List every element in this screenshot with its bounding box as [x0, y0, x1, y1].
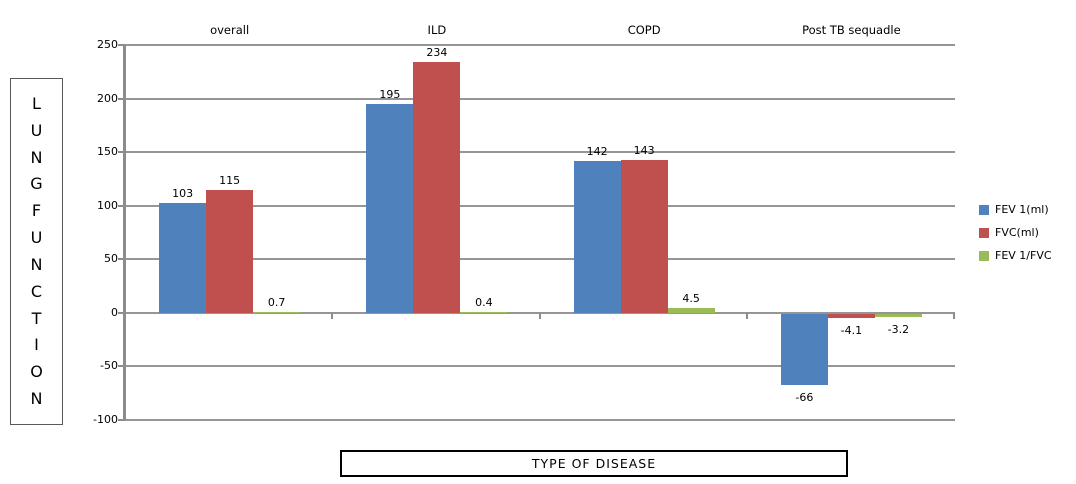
bar: [206, 189, 254, 313]
bar: [159, 202, 207, 313]
bar-value-label: 143: [633, 143, 655, 157]
y-axis-title-letter: N: [30, 389, 43, 409]
legend-swatch-icon: [979, 250, 989, 261]
y-axis-title-letter: T: [31, 308, 42, 328]
category-label: COPD: [627, 23, 661, 37]
category-label: ILD: [427, 23, 447, 37]
gridline: [126, 151, 955, 154]
gridline: [126, 258, 955, 261]
y-tick-mark: [118, 44, 126, 46]
bar: [780, 313, 828, 385]
y-axis-title-letter: C: [30, 281, 43, 301]
y-tick-label: 250: [97, 38, 118, 51]
category-tick-mark: [953, 312, 955, 319]
category-label: Post TB sequadle: [802, 23, 901, 37]
gridline: [126, 311, 955, 314]
y-tick-label: 50: [104, 252, 118, 266]
bar: [460, 312, 508, 314]
legend-item: FVC(ml): [979, 226, 1052, 239]
y-tick-mark: [118, 97, 126, 100]
gridline: [126, 365, 955, 368]
bar: [827, 313, 875, 319]
bar: [366, 103, 414, 313]
bar: [620, 159, 668, 313]
bar-value-label: -4.1: [840, 324, 863, 338]
category-label: overall: [210, 23, 250, 37]
legend-label: FEV 1(ml): [995, 203, 1049, 216]
y-axis-title-letter: N: [30, 254, 43, 274]
y-tick-label: -100: [93, 413, 118, 426]
y-axis-title-letter: L: [32, 93, 41, 113]
y-axis-title-letter: F: [31, 201, 42, 221]
x-axis-title-label: TYPE OF DISEASE: [531, 456, 657, 471]
gridline: [126, 97, 955, 100]
y-axis-title-letter: O: [30, 362, 43, 382]
legend-label: FEV 1/FVC: [995, 249, 1052, 262]
y-axis-line: [123, 45, 126, 421]
y-tick-label: 0: [111, 305, 118, 319]
bar-value-label: 103: [172, 186, 194, 200]
y-axis-title-letter: N: [30, 147, 43, 167]
y-tick-mark: [118, 151, 126, 154]
y-tick-mark: [118, 365, 126, 368]
y-tick-label: -50: [100, 359, 118, 373]
y-tick-mark: [118, 311, 126, 314]
gridline: [126, 419, 955, 421]
y-tick-label: 100: [97, 198, 118, 212]
y-axis-title-letter: G: [30, 174, 43, 194]
bar-value-label: 142: [586, 144, 608, 158]
bar-value-label: -66: [795, 390, 814, 404]
bar-value-label: -3.2: [887, 323, 910, 337]
legend-label: FVC(ml): [995, 226, 1039, 239]
bar: [413, 62, 461, 313]
y-tick-mark: [118, 204, 126, 207]
bar-value-label: 4.5: [682, 292, 700, 306]
legend: FEV 1(ml) FVC(ml) FEV 1/FVC: [979, 203, 1052, 272]
gridline: [126, 44, 955, 46]
bar-value-label: 195: [379, 87, 401, 101]
y-axis-title-letter: U: [30, 120, 43, 140]
bar: [253, 312, 301, 313]
y-tick-mark: [118, 258, 126, 261]
legend-swatch-icon: [979, 227, 989, 238]
bar: [573, 160, 621, 313]
category-tick-mark: [745, 312, 748, 319]
y-tick-label: 150: [97, 145, 118, 159]
y-tick-mark: [118, 419, 126, 421]
gridline: [126, 204, 955, 207]
bar: [667, 308, 715, 313]
y-axis-title-letter: U: [30, 228, 43, 248]
bar-value-label: 115: [219, 173, 241, 187]
category-tick-mark: [331, 312, 334, 319]
legend-swatch-icon: [979, 204, 989, 215]
y-axis-title-letter: I: [34, 335, 39, 355]
bar-value-label: 0.7: [267, 296, 286, 310]
legend-item: FEV 1/FVC: [979, 249, 1052, 262]
bar: [874, 313, 922, 318]
bar-value-label: 234: [426, 46, 448, 60]
y-tick-label: 200: [97, 91, 118, 105]
bar-value-label: 0.4: [475, 296, 493, 310]
legend-item: FEV 1(ml): [979, 203, 1052, 216]
category-tick-mark: [538, 312, 541, 319]
x-axis-title: TYPE OF DISEASE: [340, 450, 848, 477]
